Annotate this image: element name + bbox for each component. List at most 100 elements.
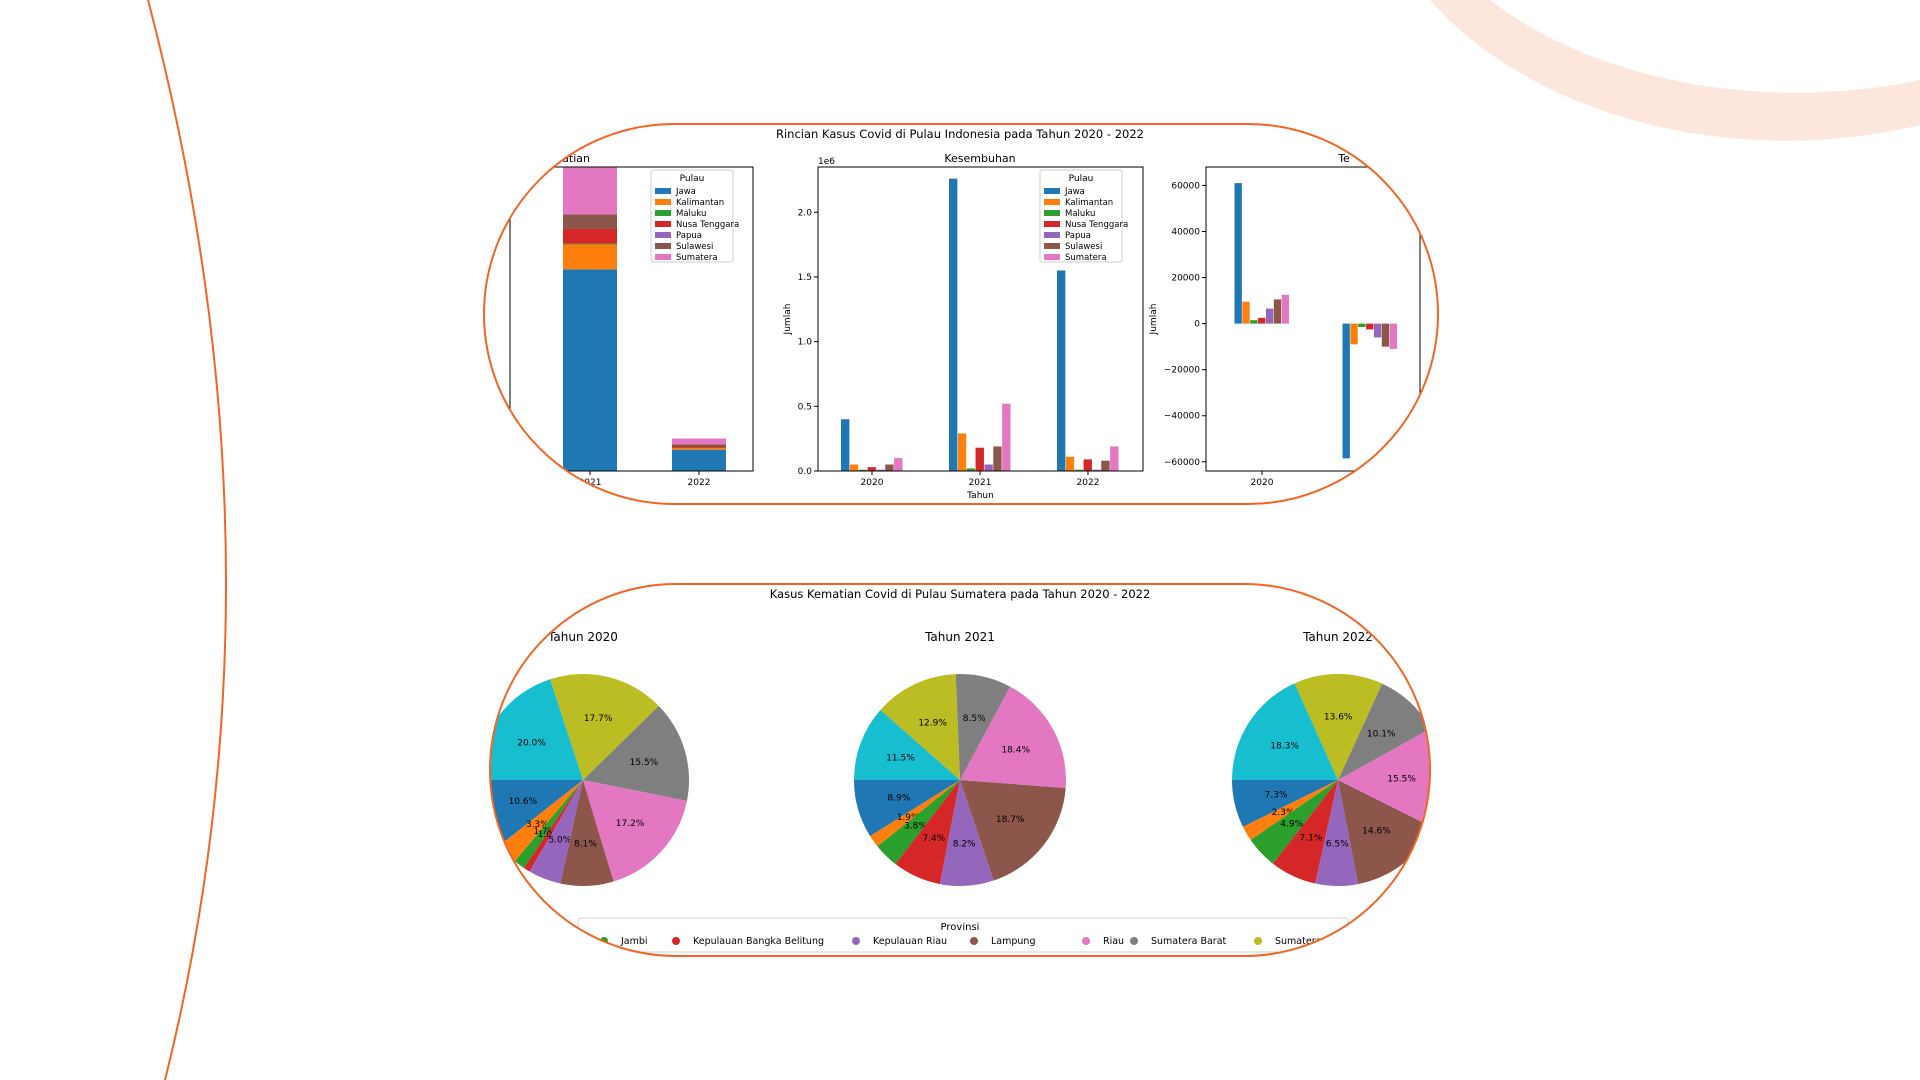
- bar-sumatera-2021: [563, 167, 617, 215]
- legend-title: Pulau: [680, 174, 705, 184]
- legend-label-jawa: Jawa: [1064, 187, 1085, 197]
- legend-swatch-jawa: [1044, 188, 1060, 194]
- pie-slice-sumatera-barat: [583, 705, 689, 801]
- pie-slice-riau: [583, 780, 687, 882]
- decorative-peach-arc: [1430, 0, 1920, 141]
- legend-label-maluku: Maluku: [1065, 209, 1095, 219]
- pie-pct-label-bengkulu: 3.3%: [526, 820, 549, 830]
- pie-legend-marker-sumatera-barat: [1130, 937, 1138, 945]
- legend-label-papua: Papua: [1065, 231, 1091, 241]
- y-tick-label: −60000: [1164, 458, 1200, 468]
- pie-slice-sumatera-selatan: [550, 673, 659, 780]
- pie-pct-label-sumatera-utara: 11.5%: [886, 754, 915, 764]
- pie-legend-marker-kepulauan-riau: [852, 937, 860, 945]
- bar-jawa-2020: [1234, 183, 1242, 324]
- pie-pct-label-kepulauan-riau: 6.5%: [1326, 840, 1349, 850]
- legend-swatch-sulawesi: [1044, 243, 1060, 249]
- bar-sumatera-2022: [672, 438, 726, 445]
- bar-jawa-2021: [563, 269, 617, 471]
- pie-slice-sumatera-utara: [854, 710, 960, 780]
- y-tick-label: −40000: [1164, 412, 1200, 422]
- pie-slice-lampung: [560, 780, 614, 886]
- bar-jawa-2020: [841, 419, 850, 471]
- pie-pct-label-bengkulu: 1.9%: [897, 813, 920, 823]
- top-figure: Rincian Kasus Covid di Pulau Indonesia p…: [484, 124, 1438, 504]
- pie-slice-sumatera-utara: [1232, 683, 1338, 780]
- pie-slice-kepulauan-bangka-belitung: [523, 780, 583, 872]
- y-tick-label: 40000: [1171, 227, 1200, 237]
- bar-sulawesi-2021: [563, 214, 617, 229]
- x-tick-label-2021: 2021: [1359, 478, 1382, 488]
- legend-swatch-sumatera: [655, 254, 671, 260]
- y-tick-label: 2.0: [798, 208, 813, 218]
- y-multiplier-label: 1e6: [818, 157, 835, 167]
- pie-legend-marker-kepulauan-bangka-belitung: [672, 937, 680, 945]
- pie-legend-label-kepulauan-riau: Kepulauan Riau: [873, 936, 947, 947]
- bar-nusa-tenggara-2021: [1366, 323, 1374, 330]
- chart-kesembuhan: Kesembuhan 2020 2021 2022 0.0 0.5 1.0 1.5 2.0 Jum…: [783, 152, 1144, 501]
- pie-pct-label-sumatera-utara: 20.0%: [517, 739, 546, 749]
- pie-legend-label-sumatera-barat: Sumatera Barat: [1151, 936, 1227, 947]
- pie-pct-label-kepulauan-bangka-belitung: 1.0%: [538, 830, 561, 840]
- bar-kalimantan-2022: [672, 447, 726, 450]
- x-tick-label-2020: 2020: [861, 478, 884, 488]
- bar-maluku-2020: [858, 469, 868, 471]
- bar-maluku-2021: [563, 243, 617, 245]
- pie-slice-kepulauan-riau: [1315, 780, 1359, 886]
- bar-sulawesi-2021: [993, 446, 1002, 471]
- legend-label-kalimantan: Kalimantan: [1065, 198, 1113, 208]
- bar-maluku-2021: [966, 468, 976, 471]
- bar-maluku-2020: [1250, 320, 1258, 324]
- bar-sumatera-2021: [1002, 403, 1011, 471]
- pie-legend-label-riau: Riau: [1103, 936, 1124, 947]
- pie-slice-bengkulu: [499, 780, 583, 862]
- y-axis-label: Jumlah: [1149, 304, 1159, 336]
- pie-pct-label-sumatera-barat: 15.5%: [630, 758, 659, 768]
- legend-label-papua: Papua: [676, 231, 702, 241]
- bar-sumatera-2020: [894, 458, 903, 471]
- legend-label-nusa-tenggara: Nusa Tenggara: [1065, 220, 1128, 230]
- bar-papua-2020: [1265, 308, 1274, 324]
- legend-swatch-sulawesi: [655, 243, 671, 249]
- pie-pct-label-sumatera-selatan: 17.7%: [584, 714, 613, 724]
- x-axis-label: Tahun: [966, 491, 994, 501]
- legend-label-sulawesi: Sulawesi: [676, 242, 713, 252]
- pie-title: Tahun 2020: [547, 630, 618, 644]
- legend-swatch-jawa: [655, 188, 671, 194]
- pie-pct-label-kepulauan-riau: 5.0%: [548, 835, 571, 845]
- pie-slice-kepulauan-bangka-belitung: [895, 780, 960, 885]
- pie-pct-label-kepulauan-bangka-belitung: 7.1%: [1300, 834, 1323, 844]
- pie-slice-jambi: [877, 780, 960, 865]
- pie-slice-aceh: [1232, 780, 1338, 827]
- pie-legend: Provinsi Jambi Kepulauan Bangka Belitung K…: [577, 917, 1349, 953]
- y-tick-label: 1.5: [798, 273, 812, 283]
- pie-legend-marker-lampung: [970, 937, 978, 945]
- bar-nusa-tenggara-2022: [1083, 459, 1092, 471]
- legend-swatch-sumatera: [1044, 254, 1060, 260]
- pie-pct-label-aceh: 7.3%: [1265, 790, 1288, 800]
- pie-slice-sumatera-selatan: [880, 674, 960, 780]
- bar-maluku-2021: [1358, 323, 1366, 328]
- legend-label-jawa: Jawa: [675, 187, 696, 197]
- x-tick-label-2021: 2021: [579, 478, 602, 488]
- pie-pct-label-aceh: 8.9%: [887, 794, 910, 804]
- pie-legend-label-sumatera: Sumatera: [1275, 936, 1321, 947]
- legend-swatch-maluku: [1044, 210, 1060, 216]
- bar-nusa-tenggara-2021: [563, 228, 617, 244]
- bar-kalimantan-2021: [957, 433, 967, 471]
- bar-nusa-tenggara-2020: [867, 467, 876, 471]
- top-figure-title: Rincian Kasus Covid di Pulau Indonesia p…: [776, 127, 1144, 141]
- y-tick-label: 0.5: [798, 402, 812, 412]
- pie-slice-kepulauan-riau: [529, 780, 583, 884]
- bar-papua-2020: [876, 469, 885, 471]
- pie-legend-label-jambi: Jambi: [620, 936, 648, 947]
- pie-slice-riau: [960, 686, 1066, 788]
- pie-2021: Tahun 2021 8.9% 1.9%3.8% 7.4% 8.2% 18.7% 18.4%…: [854, 630, 1066, 887]
- pie-slice-jambi: [514, 780, 583, 868]
- pie-pct-label-sumatera-selatan: 12.9%: [918, 719, 947, 729]
- legend-label-maluku: Maluku: [676, 209, 706, 219]
- pie-slice-bengkulu: [870, 780, 960, 847]
- pie-pct-label-jambi: 1.7%: [533, 827, 556, 837]
- pie-slice-sumatera-barat: [1338, 683, 1430, 780]
